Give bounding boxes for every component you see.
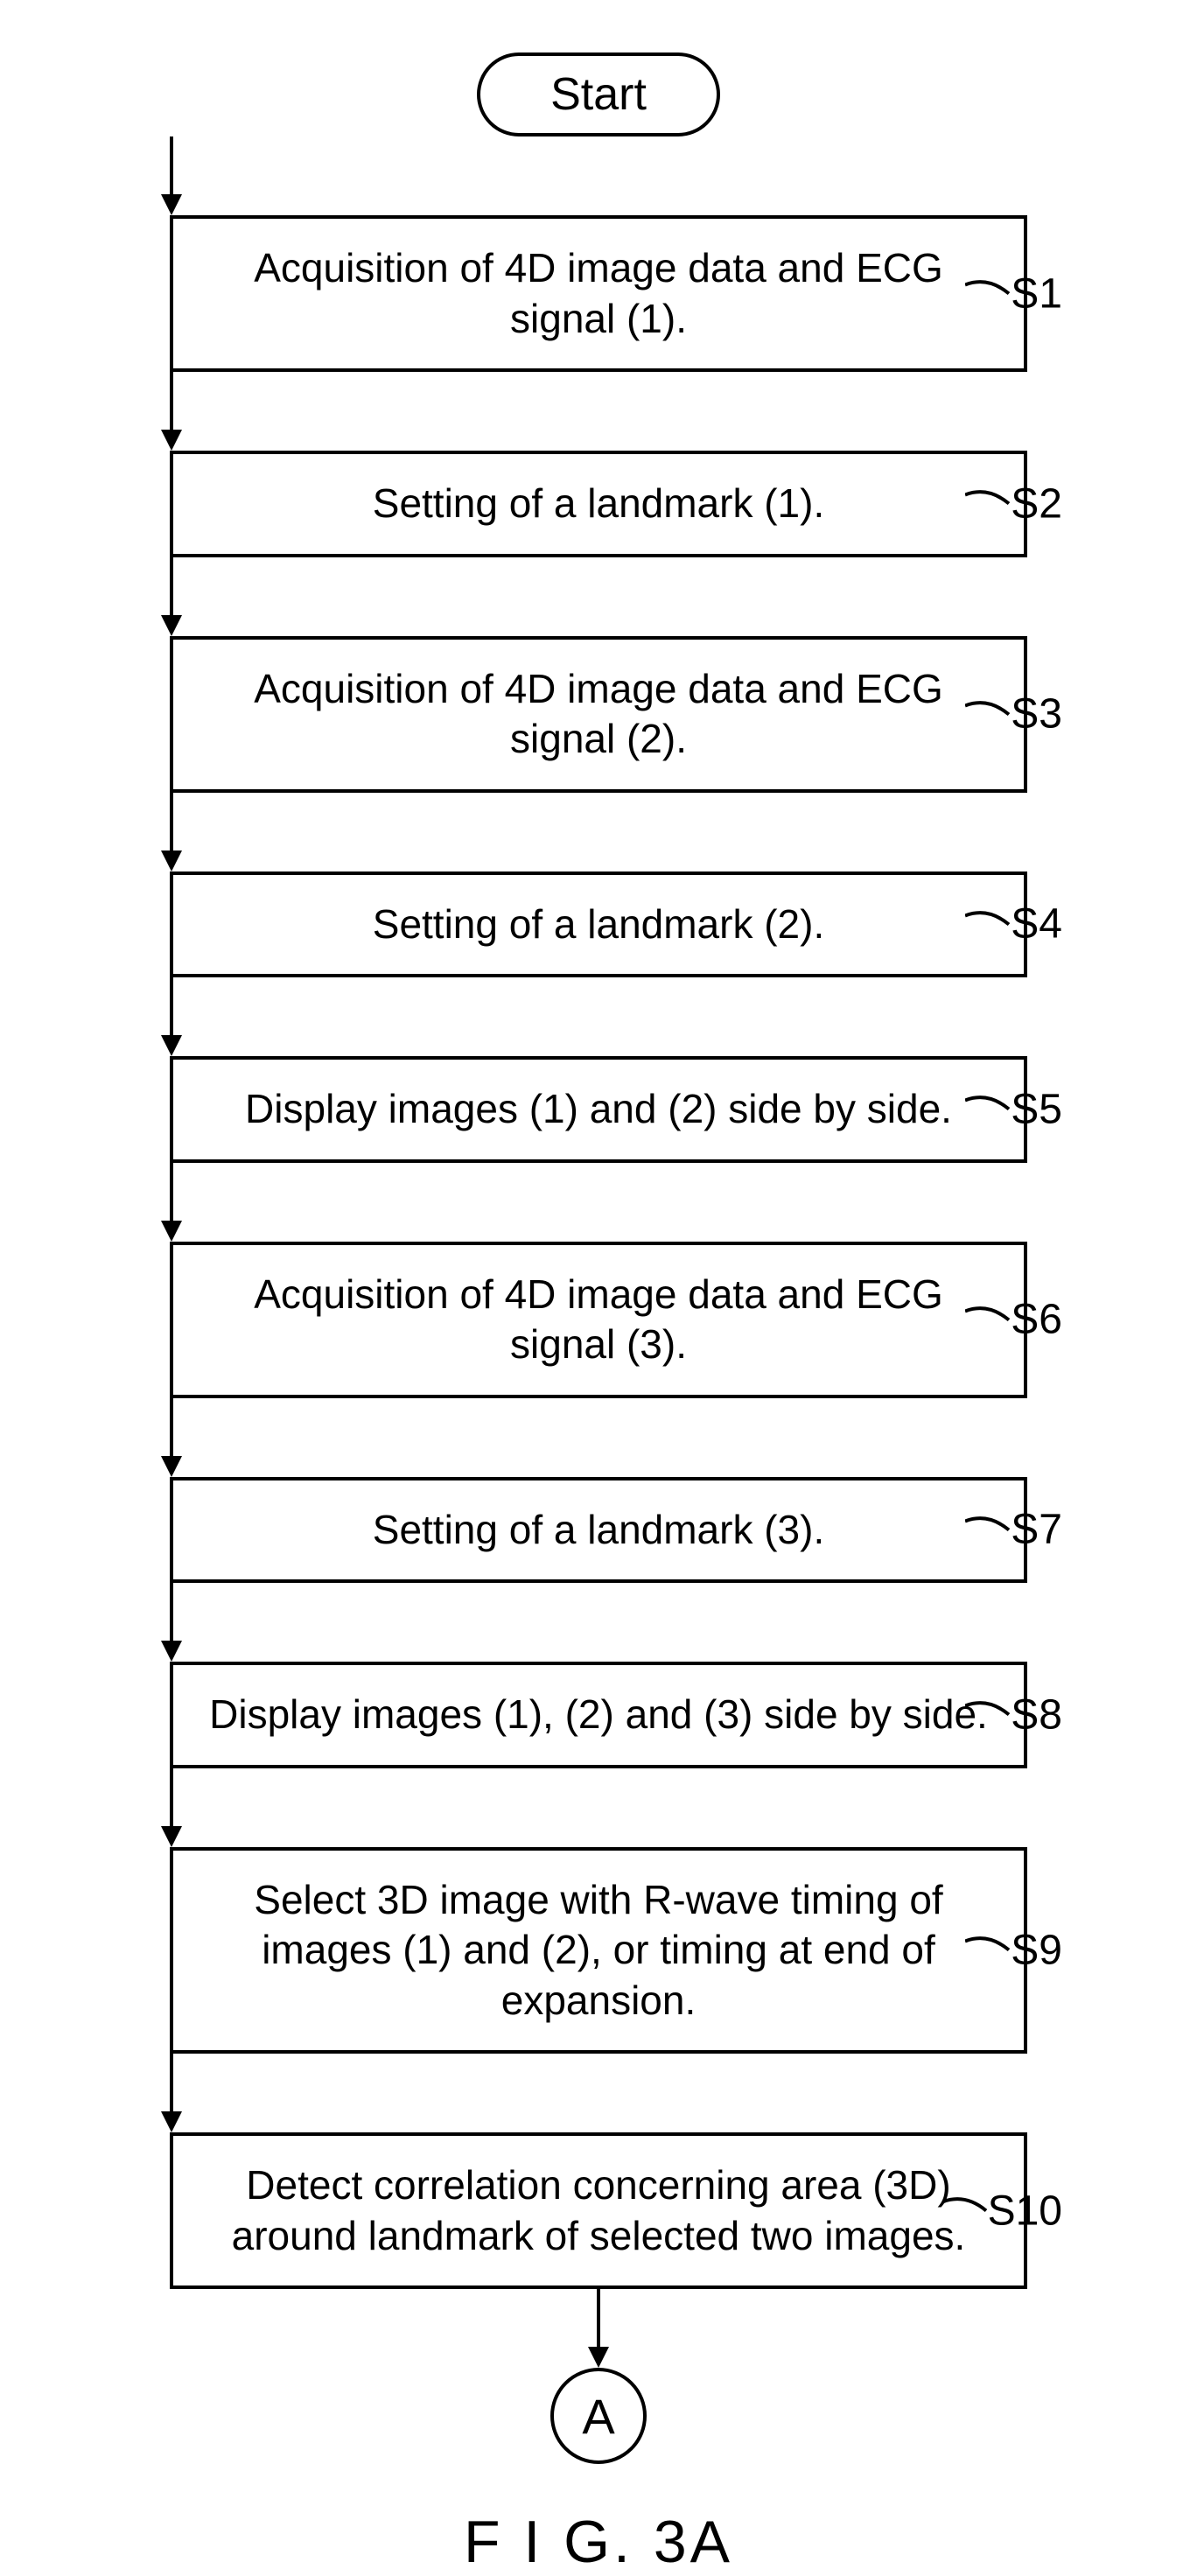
- process-box: Acquisition of 4D image data and ECG sig…: [170, 636, 1027, 793]
- arrow: [170, 557, 173, 636]
- process-step: Acquisition of 4D image data and ECG sig…: [170, 215, 1027, 372]
- step-id-label: S3: [1011, 690, 1062, 738]
- process-step: Acquisition of 4D image data and ECG sig…: [170, 636, 1027, 793]
- arrow: [170, 1163, 173, 1242]
- process-step: Setting of a landmark (1). S2: [170, 451, 1027, 557]
- process-box: Display images (1) and (2) side by side.: [170, 1056, 1027, 1163]
- step-id-label: S9: [1011, 1926, 1062, 1974]
- step-id-label: S1: [1011, 270, 1062, 318]
- arrow: [170, 1768, 173, 1847]
- arrow: [597, 2289, 600, 2368]
- process-box: Setting of a landmark (1).: [170, 451, 1027, 557]
- process-step: Display images (1) and (2) side by side.…: [170, 1056, 1027, 1163]
- step-id-label: S8: [1011, 1690, 1062, 1739]
- process-step: Setting of a landmark (2). S4: [170, 872, 1027, 978]
- process-step: Setting of a landmark (3). S7: [170, 1477, 1027, 1584]
- start-label: Start: [550, 69, 647, 120]
- process-box: Acquisition of 4D image data and ECG sig…: [170, 215, 1027, 372]
- arrow: [170, 1583, 173, 1662]
- process-step: Select 3D image with R-wave timing of im…: [170, 1847, 1027, 2054]
- process-box: Acquisition of 4D image data and ECG sig…: [170, 1242, 1027, 1398]
- process-step: Detect correlation concerning area (3D) …: [170, 2132, 1027, 2289]
- flowchart-container: Start Acquisition of 4D image data and E…: [117, 52, 1080, 2576]
- connector-a: A: [550, 2368, 647, 2464]
- process-step: Display images (1), (2) and (3) side by …: [170, 1662, 1027, 1768]
- process-step: Acquisition of 4D image data and ECG sig…: [170, 1242, 1027, 1398]
- arrow: [170, 793, 173, 872]
- step-id-label: S7: [1011, 1506, 1062, 1554]
- process-box: Detect correlation concerning area (3D) …: [170, 2132, 1027, 2289]
- arrow: [170, 136, 173, 215]
- arrow: [170, 1398, 173, 1477]
- process-box: Display images (1), (2) and (3) side by …: [170, 1662, 1027, 1768]
- step-id-label: S5: [1011, 1085, 1062, 1133]
- start-terminator: Start: [477, 52, 720, 136]
- arrow: [170, 977, 173, 1056]
- process-box: Setting of a landmark (2).: [170, 872, 1027, 978]
- step-id-label: S10: [988, 2187, 1062, 2235]
- connector-label: A: [582, 2388, 614, 2445]
- figure-label: F I G. 3A: [464, 2508, 733, 2576]
- step-id-label: S6: [1011, 1296, 1062, 1344]
- step-id-label: S2: [1011, 480, 1062, 528]
- arrow: [170, 2054, 173, 2132]
- process-box: Setting of a landmark (3).: [170, 1477, 1027, 1584]
- process-box: Select 3D image with R-wave timing of im…: [170, 1847, 1027, 2054]
- arrow: [170, 372, 173, 451]
- step-id-label: S4: [1011, 900, 1062, 948]
